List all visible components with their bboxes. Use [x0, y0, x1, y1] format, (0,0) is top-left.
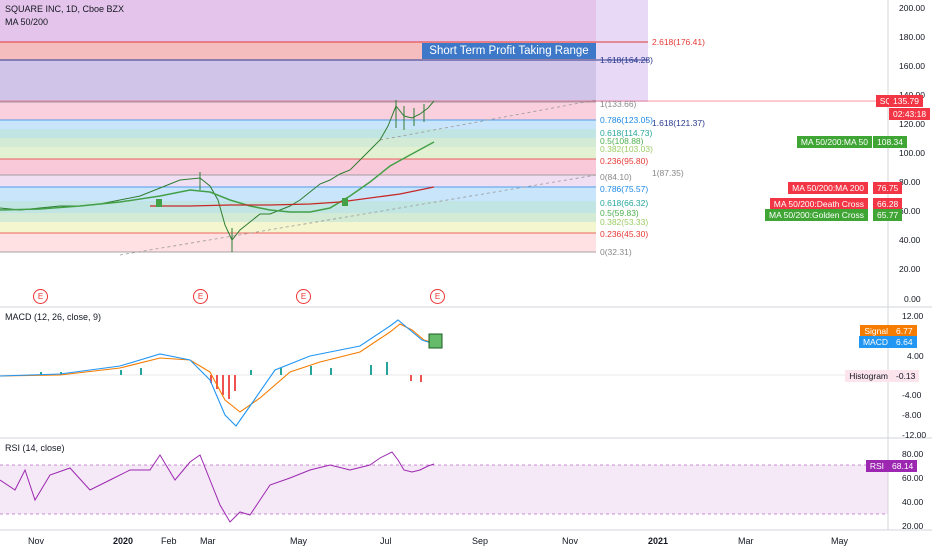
macd-signal-tag: 6.77: [892, 325, 917, 337]
fib-label: 0.382(103.03): [600, 144, 653, 154]
macd-line-label: MACD: [858, 336, 892, 348]
fib-label: 0.236(45.30): [600, 229, 649, 239]
fib-label: 0.618(66.32): [600, 198, 649, 208]
fib-zone: [0, 0, 596, 42]
fib-label: 0.786(123.05): [600, 115, 653, 125]
time-axis-label: Sep: [472, 536, 489, 546]
fib-label: 0.382(53.33): [600, 217, 649, 227]
rsi-axis-tick: 20.00: [902, 521, 924, 531]
time-axis-label: Nov: [28, 536, 45, 546]
macd-line-tag: 6.64: [892, 336, 917, 348]
price-axis-tick: 180.00: [899, 32, 925, 42]
price-axis-tick: 40.00: [899, 235, 921, 245]
macd-title[interactable]: MACD (12, 26, close, 9): [5, 312, 102, 322]
fib-label: 0(32.31): [600, 247, 632, 257]
earnings-badge[interactable]: E: [296, 289, 311, 304]
price-axis-tick: 100.00: [899, 148, 925, 158]
time-axis-label: Feb: [161, 536, 177, 546]
earnings-badge[interactable]: E: [193, 289, 208, 304]
time-axis-label: May: [290, 536, 308, 546]
fib-zone: [596, 60, 648, 102]
fib-label: 0.236(95.80): [600, 156, 649, 166]
ma50-tag: 108.34: [873, 136, 907, 148]
fib-label: 2.618(176.41): [652, 37, 705, 47]
death-cross-tag: 66.28: [873, 198, 903, 210]
price-axis-tick: 160.00: [899, 61, 925, 71]
fib-label: 1.618(164.28): [600, 55, 653, 65]
fib-label: 1.618(121.37): [652, 118, 705, 128]
price-axis-tick: 20.00: [899, 264, 921, 274]
histogram-tag: -0.13: [892, 370, 920, 382]
price-axis-tick: 0.00: [904, 294, 921, 304]
time-axis-label: 2020: [113, 536, 134, 546]
earnings-badge[interactable]: E: [33, 289, 48, 304]
price-axis-tick: 80.00: [899, 177, 921, 187]
rsi-tag: 68.14: [888, 460, 918, 472]
fib-label: 0(84.10): [600, 172, 632, 182]
macd-axis-tick: 12.00: [902, 311, 924, 321]
price-axis-tick: 200.00: [899, 3, 925, 13]
histogram-label: Histogram: [845, 370, 892, 382]
sq-price-tag: 135.79: [889, 95, 923, 107]
time-axis-label: Mar: [738, 536, 754, 546]
fib-label: 0.618(114.73): [600, 128, 653, 138]
fib-zone: [596, 42, 648, 60]
macd-axis-tick: -4.00: [902, 390, 922, 400]
rsi-axis-tick: 60.00: [902, 473, 924, 483]
time-axis-label: 2021: [648, 536, 669, 546]
macd-axis-tick: -12.00: [902, 430, 927, 440]
rsi-axis-tick: 80.00: [902, 449, 924, 459]
time-axis-label: Nov: [562, 536, 579, 546]
ma200-tag-label: MA 50/200:MA 200: [788, 182, 868, 194]
fib-label: 0.786(75.57): [600, 184, 649, 194]
earnings-badge[interactable]: E: [430, 289, 445, 304]
rsi-title[interactable]: RSI (14, close): [5, 443, 65, 453]
fib-zone: [0, 60, 596, 102]
golden-cross-tag-label: MA 50/200:Golden Cross: [765, 209, 868, 221]
fib-label: 0.5(59.83): [600, 208, 639, 218]
ma50-tag-label: MA 50/200:MA 50: [796, 136, 872, 148]
fib-zone: [596, 0, 648, 42]
time-axis-label: Jul: [380, 536, 392, 546]
fib-label: 1(87.35): [652, 168, 684, 178]
time-axis-label: Mar: [200, 536, 216, 546]
fib-label: 1(133.66): [600, 99, 637, 109]
indicator-label[interactable]: MA 50/200: [5, 17, 49, 27]
macd-signal-label: Signal: [860, 325, 892, 337]
time-axis-label: May: [831, 536, 849, 546]
price-axis-tick: 60.00: [899, 206, 921, 216]
death-cross-tag-label: MA 50/200:Death Cross: [769, 198, 868, 210]
macd-axis-tick: 4.00: [907, 351, 924, 361]
rsi-axis-tick: 40.00: [902, 497, 924, 507]
rsi-tag-label: RSI: [865, 460, 888, 472]
fib-label: 0.5(108.88): [600, 136, 644, 146]
macd-axis-tick: -8.00: [902, 410, 922, 420]
symbol-title: SQUARE INC, 1D, Cboe BZX: [5, 4, 125, 14]
price-axis-tick: 120.00: [899, 119, 925, 129]
ma200-tag: 76.75: [873, 182, 903, 194]
countdown-tag: 02:43:18: [889, 108, 931, 120]
profit-range-annotation[interactable]: Short Term Profit Taking Range: [422, 43, 596, 59]
golden-cross-tag: 65.77: [873, 209, 903, 221]
